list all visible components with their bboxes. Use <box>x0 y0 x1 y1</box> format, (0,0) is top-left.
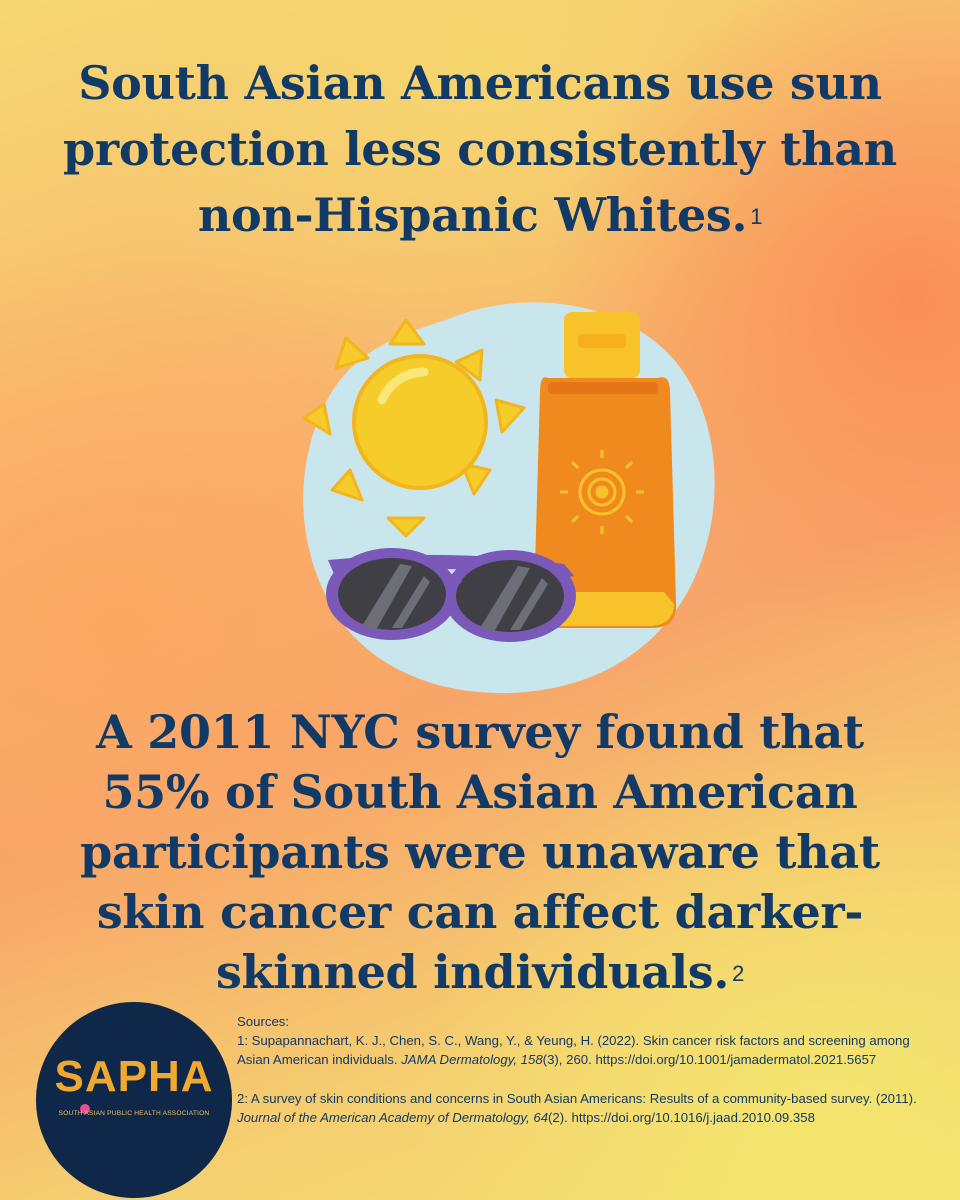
survey-statistic-text: A 2011 NYC survey found that 55% of Sout… <box>80 705 880 999</box>
survey-statistic: A 2011 NYC survey found that 55% of Sout… <box>40 702 920 1002</box>
source-1-issue: (3), 260. <box>542 1052 592 1068</box>
sunscreen-bottle-icon <box>533 312 677 628</box>
sunglasses-icon <box>326 548 576 642</box>
source-1-doi[interactable]: https://doi.org/10.1001/jamadermatol.202… <box>595 1052 877 1068</box>
survey-footnote-ref: 2 <box>732 961 745 986</box>
source-2: 2: A survey of skin conditions and conce… <box>237 1089 937 1127</box>
source-2-issue: (2). <box>548 1109 568 1125</box>
sources-section: Sources: 1: Supapannachart, K. J., Chen,… <box>237 1012 937 1127</box>
source-1-citation: 1: Supapannachart, K. J., Chen, S. C., W… <box>237 1033 910 1068</box>
source-2-journal: Journal of the American Academy of Derma… <box>237 1109 549 1125</box>
headline-footnote-ref: 1 <box>750 204 763 229</box>
source-1-journal: JAMA Dermatology, 158 <box>401 1052 543 1068</box>
headline-text: South Asian Americans use sun protection… <box>63 56 897 242</box>
sapha-logo: SAPHA SOUTH ASIAN PUBLIC HEALTH ASSOCIAT… <box>36 1002 232 1198</box>
source-2-citation: 2: A survey of skin conditions and conce… <box>237 1090 917 1106</box>
source-1: 1: Supapannachart, K. J., Chen, S. C., W… <box>237 1031 937 1069</box>
logo-dot <box>80 1104 90 1114</box>
sun-icon <box>302 318 526 538</box>
sun-protection-illustration <box>302 302 715 694</box>
source-2-doi[interactable]: https://doi.org/10.1016/j.jaad.2010.09.3… <box>571 1109 815 1125</box>
logo-subtitle: SOUTH ASIAN PUBLIC HEALTH ASSOCIATION <box>58 1110 210 1117</box>
sources-heading: Sources: <box>237 1014 290 1029</box>
headline: South Asian Americans use sun protection… <box>40 50 920 248</box>
logo-wordmark: SAPHA <box>54 1052 214 1101</box>
